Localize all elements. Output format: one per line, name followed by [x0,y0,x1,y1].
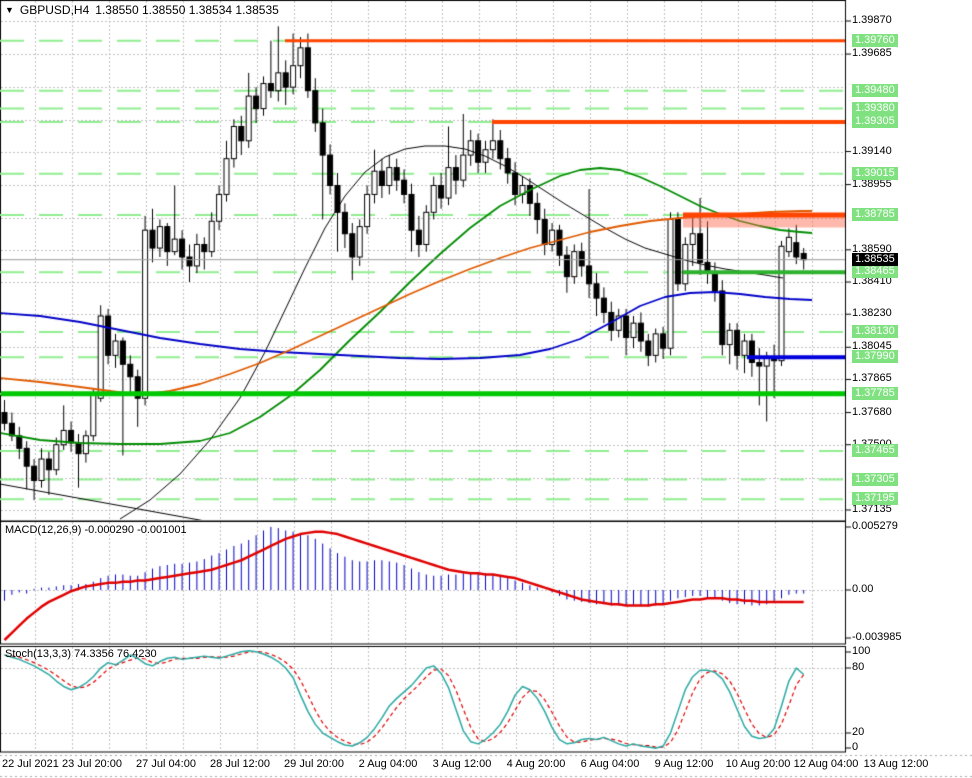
stoch-indicator-label: Stoch(13,3,3) 74.3356 76.4230 [5,648,157,660]
price-axis-label: 1.38590 [852,242,892,255]
price-axis-label: 1.39870 [852,14,892,26]
price-level-label: 1.39015 [852,166,898,180]
time-axis-label: 6 Aug 04:00 [580,758,640,770]
price-level-label: 1.37305 [852,472,898,486]
price-level-label: 1.38465 [852,265,898,279]
time-axis-label: 2 Aug 04:00 [358,758,418,770]
price-axis-label: 1.39685 [852,47,892,60]
time-axis-label: 10 Aug 20:00 [725,758,791,770]
time-axis-label: 3 Aug 12:00 [432,758,492,770]
time-axis-label: 22 Jul 2021 [2,758,59,770]
time-axis-label: 29 Jul 20:00 [284,758,344,770]
chevron-down-icon[interactable]: ▼ [5,5,14,15]
price-level-label: 1.38130 [852,325,898,339]
macd-axis-label: 0.00 [852,583,874,595]
price-axis-label: 1.37680 [852,405,892,418]
stoch-axis-label: 80 [852,661,865,673]
price-level-label: 1.39480 [852,83,898,97]
stoch-axis-label: 0 [852,741,859,753]
time-axis-label: 4 Aug 20:00 [506,758,566,770]
price-level-label: 1.39760 [852,33,898,47]
macd-axis-label: -0.003985 [852,631,902,643]
price-level-label: 1.37990 [852,350,898,364]
price-level-label: 1.37195 [852,492,898,506]
time-axis-label: 9 Aug 12:00 [654,758,714,770]
ohlc-readout: 1.38550 1.38550 1.38534 1.38535 [95,3,279,17]
price-level-label: 1.38785 [852,207,898,221]
price-axis-label: 1.38955 [852,177,892,190]
time-axis-label: 27 Jul 04:00 [136,758,196,770]
price-level-label: 1.37465 [852,443,898,457]
price-axis-label: 1.39140 [852,144,892,157]
macd-indicator-label: MACD(12,26,9) -0.000290 -0.001001 [5,524,187,536]
price-axis-label: 1.37865 [852,372,892,385]
price-axis-label: 1.38045 [852,340,892,353]
stoch-axis-label: 100 [852,645,871,657]
price-axis-label: 1.37135 [852,502,892,515]
time-axis-label: 13 Aug 12:00 [863,758,929,770]
time-axis-label: 28 Jul 12:00 [210,758,270,770]
price-axis-label: 1.38230 [852,307,892,320]
price-level-label: 1.39305 [852,115,898,129]
chart-title-bar: ▼ GBPUSD,H4 1.38550 1.38550 1.38534 1.38… [5,3,279,17]
stoch-axis-label: 20 [852,726,865,738]
current-price-label: 1.38535 [852,252,898,266]
time-axis-label: 12 Aug 04:00 [793,758,859,770]
time-axis-label: 23 Jul 20:00 [62,758,122,770]
price-level-label: 1.39380 [852,101,898,115]
symbol-timeframe-label: GBPUSD,H4 [19,3,90,17]
macd-axis-label: 0.005279 [852,520,898,532]
price-level-label: 1.37785 [852,386,898,400]
